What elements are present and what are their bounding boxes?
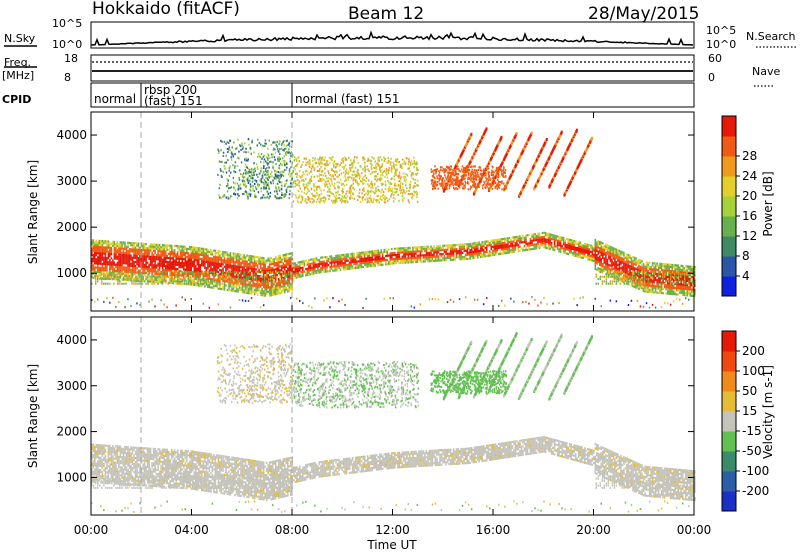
colorbar-segment — [722, 116, 736, 137]
freq-unit: [MHz] — [2, 69, 34, 82]
nsearch-label: N.Search — [746, 30, 796, 43]
colorbar-segment — [722, 371, 736, 392]
x-axis-label: Time UT — [366, 538, 417, 552]
colorbar-tick-label: -15 — [742, 424, 762, 438]
colorbar-tick-label: 12 — [742, 229, 757, 243]
x-tick-label: 20:00 — [576, 523, 611, 537]
colorbar-segment — [722, 411, 736, 432]
nsky-strip — [90, 21, 695, 49]
power-colorbar: 4 8 12 16 20 24 28 — [721, 115, 757, 297]
nave-tick-bottom: 0 — [708, 71, 715, 84]
colorbar-segment — [722, 216, 736, 237]
nsky-tick-top: 10^5 — [52, 17, 82, 30]
cpid-strip — [90, 82, 695, 108]
colorbar-tick-label: -50 — [742, 444, 762, 458]
nave-label: Nave — [752, 65, 780, 78]
power-panel: 1000 2000 3000 4000 — [56, 111, 696, 312]
colorbar-segment — [722, 176, 736, 197]
y-tick-label: 1000 — [56, 266, 87, 280]
nsky-tick-top-right: 10^5 — [706, 24, 736, 37]
cpid-entry-rbsp-fast: (fast) 151 — [144, 94, 203, 108]
velocity-colorbar-label: Velocity [m s-1] — [761, 365, 775, 459]
colorbar-segment — [722, 156, 736, 177]
colorbar-segment — [722, 136, 736, 157]
freq-tick-bottom: 8 — [64, 71, 71, 84]
x-tick-label: 00:00 — [74, 523, 109, 537]
velocity-panel: 1000 2000 3000 4000 — [56, 316, 696, 516]
x-tick-label: 16:00 — [476, 523, 511, 537]
power-colorbar-label: Power [dB] — [761, 171, 775, 236]
velocity-colorbar: 200 100 50 15 -15 -50 -100 -200 — [721, 330, 769, 512]
colorbar-segment — [722, 471, 736, 492]
colorbar-tick-label: -200 — [742, 484, 769, 498]
y-tick-label: 3000 — [56, 174, 87, 188]
colorbar-tick-label: 16 — [742, 209, 757, 223]
colorbar-tick-label: 24 — [742, 169, 757, 183]
freq-strip — [90, 54, 695, 82]
beam-title: Beam 12 — [348, 4, 424, 24]
nsky-tick-bottom-right: 10^0 — [706, 38, 736, 51]
y-tick-label: 4000 — [56, 333, 87, 347]
colorbar-segment — [722, 351, 736, 372]
colorbar-tick-label: 4 — [742, 269, 750, 283]
colorbar-segment — [722, 331, 736, 352]
cpid-label: CPID — [2, 93, 31, 106]
cpid-entry-normal-fast: normal (fast) 151 — [295, 92, 399, 106]
freq-tick-top: 18 — [64, 52, 78, 65]
x-tick-label: 08:00 — [275, 523, 310, 537]
colorbar-tick-label: 200 — [742, 344, 765, 358]
velocity-data — [91, 332, 696, 513]
colorbar-segment — [722, 431, 736, 452]
colorbar-tick-label: 28 — [742, 149, 757, 163]
nave-tick-top: 60 — [708, 52, 722, 65]
y-tick-label: 4000 — [56, 128, 87, 142]
y-tick-label: 3000 — [56, 379, 87, 393]
colorbar-segment — [722, 391, 736, 412]
x-tick-label: 12:00 — [375, 523, 410, 537]
nsky-label: N.Sky — [4, 32, 36, 45]
colorbar-tick-label: -100 — [742, 464, 769, 478]
y-tick-label: 1000 — [56, 470, 87, 484]
cpid-entry-rbsp: rbsp 200 — [144, 83, 197, 97]
x-axis-ticks: 00:00 04:00 08:00 12:00 16:00 20:00 00:00 — [74, 523, 712, 537]
power-ylabel: Slant Range [km] — [26, 160, 40, 264]
nsky-tick-bottom: 10^0 — [52, 38, 82, 51]
colorbar-tick-label: 15 — [742, 404, 757, 418]
x-tick-label: 04:00 — [174, 523, 209, 537]
colorbar-segment — [722, 276, 736, 297]
y-tick-label: 2000 — [56, 425, 87, 439]
velocity-ylabel: Slant Range [km] — [26, 364, 40, 468]
colorbar-segment — [722, 491, 736, 512]
x-tick-label: 00:00 — [677, 523, 712, 537]
colorbar-segment — [722, 196, 736, 217]
colorbar-segment — [722, 451, 736, 472]
power-data — [91, 127, 696, 309]
y-tick-label: 2000 — [56, 220, 87, 234]
colorbar-segment — [722, 236, 736, 257]
freq-label: Freq. — [4, 56, 31, 69]
colorbar-tick-label: 20 — [742, 189, 757, 203]
colorbar-tick-label: 8 — [742, 249, 750, 263]
cpid-entry-normal: normal — [94, 92, 136, 106]
colorbar-segment — [722, 256, 736, 277]
colorbar-tick-label: 100 — [742, 364, 765, 378]
date-title: 28/May/2015 — [588, 4, 700, 24]
colorbar-tick-label: 50 — [742, 384, 757, 398]
station-title: Hokkaido (fitACF) — [92, 0, 240, 19]
nsky-trace — [90, 30, 694, 46]
